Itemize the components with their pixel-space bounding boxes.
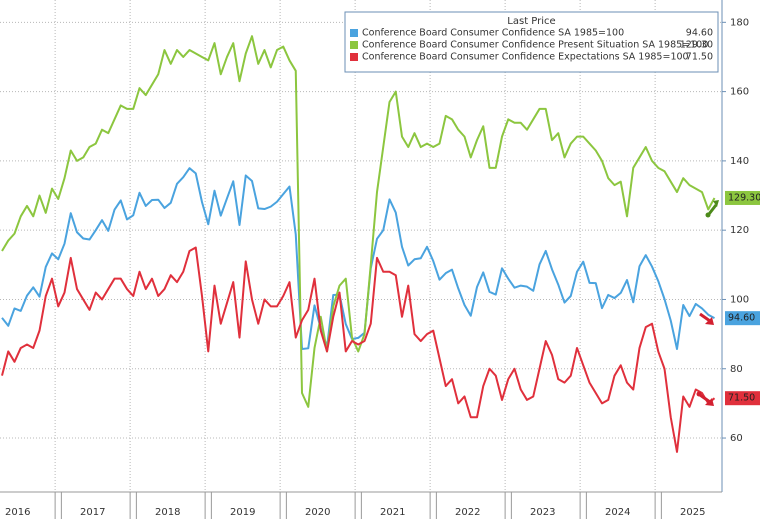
y-tick-label: 120 <box>730 225 749 236</box>
legend-label: Conference Board Consumer Confidence Pre… <box>362 40 708 51</box>
legend-label: Conference Board Consumer Confidence Exp… <box>362 52 689 63</box>
x-tick-label: 2020 <box>305 507 330 518</box>
x-tick-label: 2023 <box>530 507 555 518</box>
series-line <box>1 246 716 453</box>
arrow-up-dot <box>705 212 711 218</box>
y-tick-label: 140 <box>730 156 749 167</box>
last-price-tag-label: 94.60 <box>728 313 755 324</box>
arrow-up-head <box>713 200 719 207</box>
x-tick-label: 2022 <box>455 507 480 518</box>
arrow-down <box>699 393 711 404</box>
arrow-up <box>707 204 718 215</box>
arrow-down-head <box>705 398 714 406</box>
last-price-tag <box>725 311 760 326</box>
legend-title: Last Price <box>507 16 555 27</box>
y-tick-label: 100 <box>730 294 749 305</box>
series-line <box>1 35 716 408</box>
y-tick-label: 80 <box>730 364 743 375</box>
last-price-tag-label: 129.30 <box>728 192 760 203</box>
legend-swatch <box>350 29 358 37</box>
trend-arrows <box>696 200 719 406</box>
x-tick-label: 2025 <box>680 507 705 518</box>
legend-value: 129.30 <box>680 40 713 51</box>
legend-swatch <box>350 53 358 61</box>
x-tick-label: 2016 <box>5 507 30 518</box>
arrow-down-head <box>705 317 714 325</box>
y-tick-label: 60 <box>730 433 743 444</box>
grid <box>0 0 722 492</box>
x-tick-label: 2024 <box>605 507 630 518</box>
legend-box <box>344 11 719 73</box>
arrow-down-dot <box>696 391 702 397</box>
x-tick-label: 2017 <box>80 507 105 518</box>
legend-label: Conference Board Consumer Confidence SA … <box>362 28 624 39</box>
x-tick-label: 2018 <box>155 507 180 518</box>
last-price-tag-label: 71.50 <box>728 393 755 404</box>
last-price-tags: 94.60 129.30 71.50 <box>725 190 760 406</box>
x-tick-label: 2021 <box>380 507 405 518</box>
last-price-tag <box>725 190 760 205</box>
axes: 60 80 100 120 140 160 180 2016 2017 2018 2019 2020 2… <box>5 17 749 519</box>
x-tick-label: 2019 <box>230 507 255 518</box>
y-tick-label: 180 <box>730 17 749 28</box>
series-line <box>1 167 715 350</box>
arrow-down <box>699 312 711 323</box>
legend-value: 71.50 <box>686 52 713 63</box>
plot-area <box>1 35 716 453</box>
last-price-tag <box>725 391 760 406</box>
legend-value: 94.60 <box>686 28 713 39</box>
legend-swatch <box>350 41 358 49</box>
y-tick-label: 160 <box>730 87 749 98</box>
